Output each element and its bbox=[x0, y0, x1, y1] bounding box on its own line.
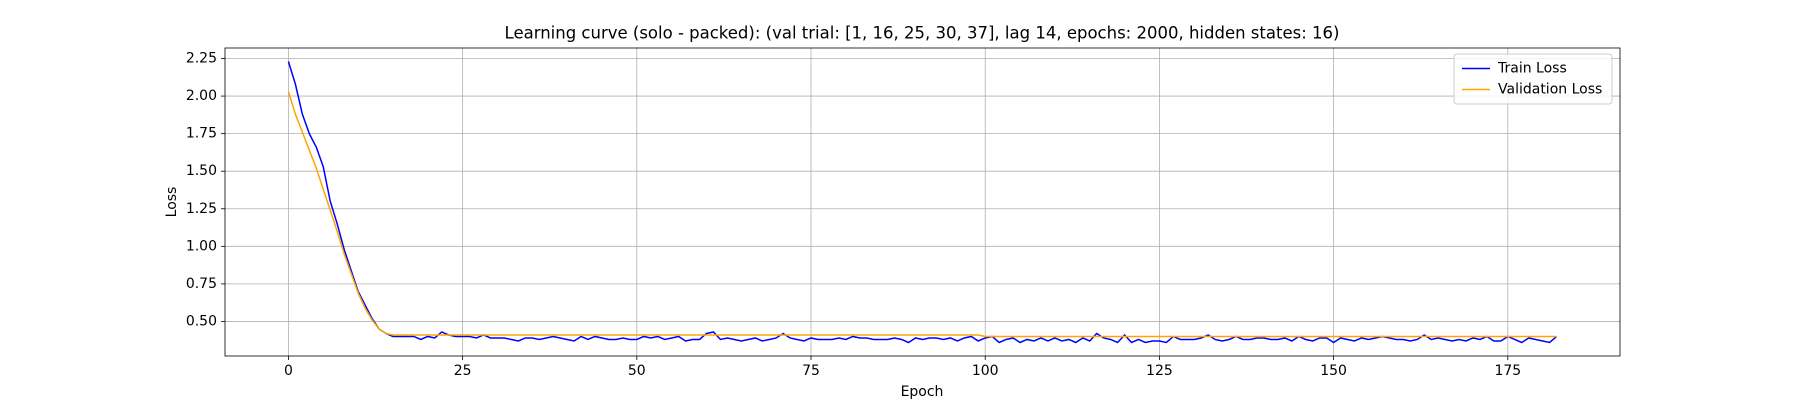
y-tick-label: 1.75 bbox=[186, 126, 217, 142]
y-tick-label: 2.25 bbox=[186, 51, 217, 67]
y-tick-label: 1.00 bbox=[186, 238, 217, 254]
x-tick-label: 125 bbox=[1146, 363, 1173, 379]
y-axis-label: Loss bbox=[164, 187, 180, 218]
x-tick-label: 100 bbox=[972, 363, 999, 379]
x-tick-label: 75 bbox=[802, 363, 820, 379]
x-tick-label: 175 bbox=[1494, 363, 1521, 379]
line-series bbox=[287, 91, 1557, 338]
legend-label: Train Loss bbox=[1497, 61, 1567, 77]
x-tick-label: 150 bbox=[1320, 363, 1347, 379]
legend-label: Validation Loss bbox=[1498, 82, 1602, 98]
y-tick-label: 0.50 bbox=[186, 313, 217, 329]
line-series bbox=[287, 61, 1558, 344]
legend-box bbox=[1453, 53, 1613, 105]
y-tick-label: 0.75 bbox=[186, 276, 217, 292]
x-tick-label: 50 bbox=[628, 363, 646, 379]
y-tick-label: 1.50 bbox=[186, 163, 217, 179]
y-tick-label: 1.25 bbox=[186, 201, 217, 217]
x-tick-label: 0 bbox=[284, 363, 293, 379]
y-tick-label: 2.00 bbox=[186, 88, 217, 104]
x-tick-label: 25 bbox=[454, 363, 472, 379]
chart-title: Learning curve (solo - packed): (val tri… bbox=[505, 24, 1340, 43]
x-axis-label: Epoch bbox=[901, 384, 944, 400]
plot-frame bbox=[224, 47, 1621, 357]
